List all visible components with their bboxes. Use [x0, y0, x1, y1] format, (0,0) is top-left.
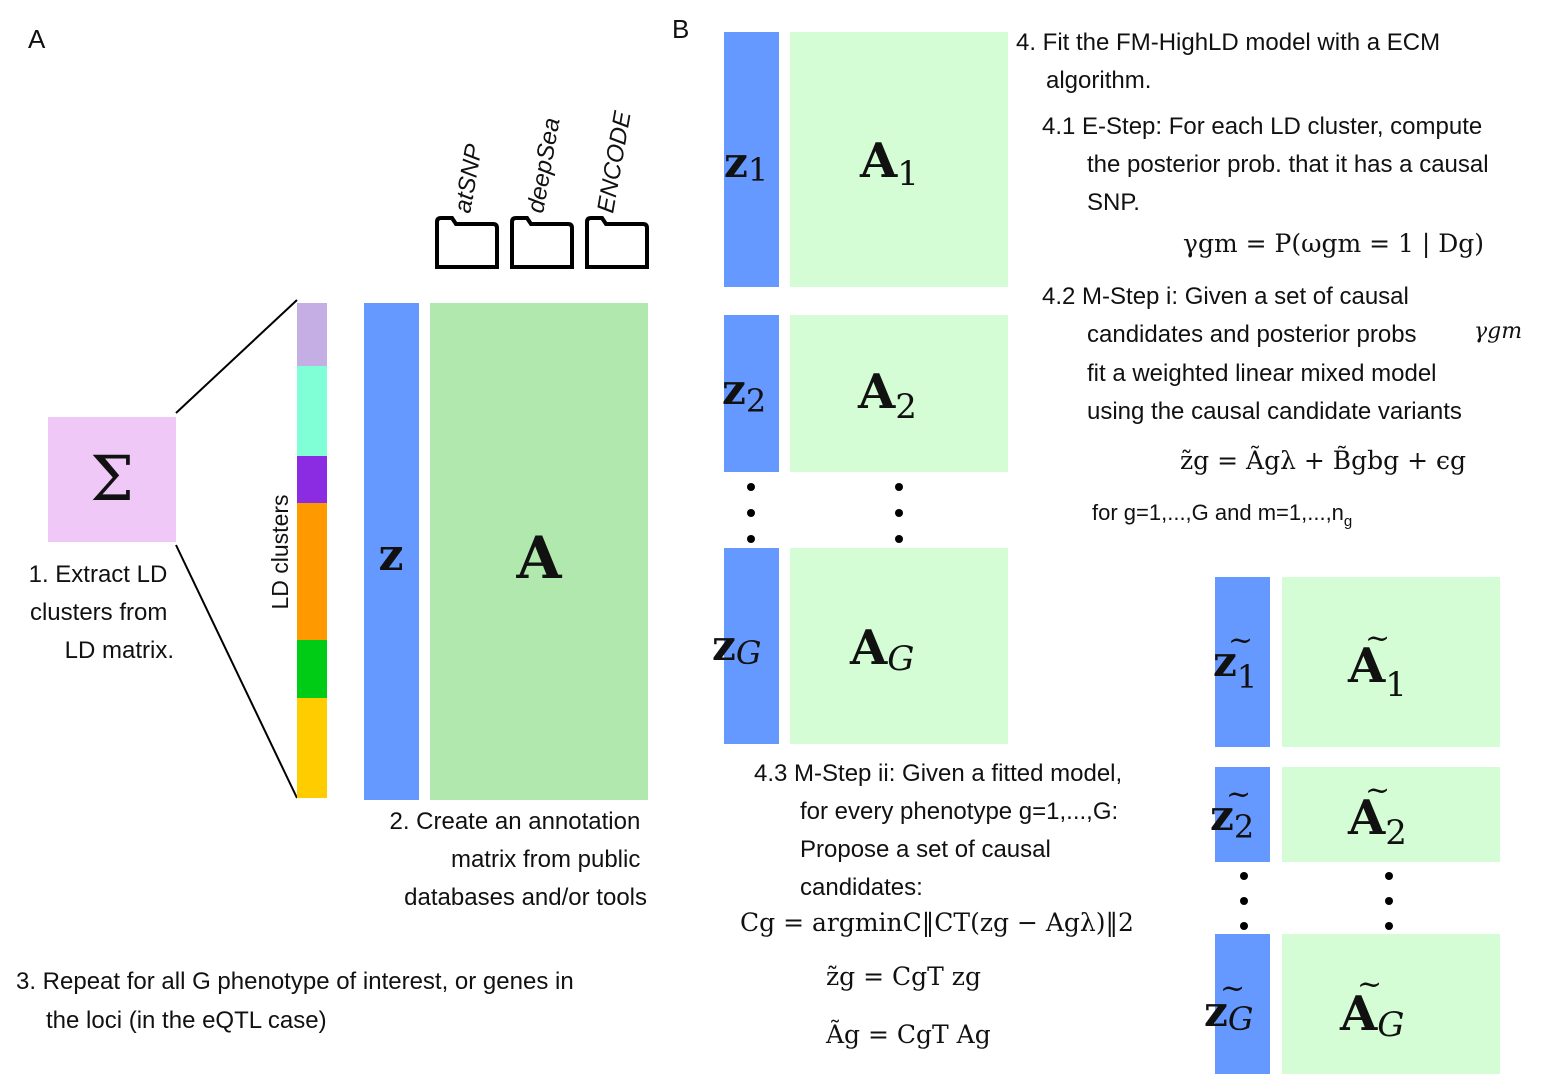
- annotation-matrix: [430, 303, 648, 800]
- ztg-label: zG: [1204, 987, 1253, 1038]
- ld-matrix-box: [48, 417, 176, 542]
- step41-line-1: 4.1 E-Step: For each LD cluster, compute: [1042, 113, 1482, 140]
- zoom-line-bottom: [175, 544, 298, 799]
- panel-a-label: A: [28, 24, 46, 54]
- ld-clusters-label: LD clusters: [267, 494, 293, 609]
- step4-line-1: 4. Fit the FM-HighLD model with a ECM: [1016, 29, 1440, 56]
- step43-text: 4.3 M-Step ii: Given a fitted model, for…: [754, 760, 1129, 901]
- ld-cluster-1: [297, 303, 327, 366]
- step43-line-4: candidates:: [800, 874, 923, 901]
- atg-block: [1282, 934, 1500, 1074]
- step3-line-2: the loci (in the eQTL case): [46, 1007, 327, 1034]
- a2-block: [790, 315, 1008, 472]
- step2-line-2: matrix from public: [451, 846, 640, 873]
- at1-tilde: ~: [1365, 621, 1390, 656]
- z-vector: [364, 303, 419, 800]
- step1-line-3: LD matrix.: [65, 637, 174, 664]
- z1-block: [724, 32, 779, 287]
- zg-label: zG: [712, 621, 761, 672]
- step41-line-3: SNP.: [1087, 189, 1140, 216]
- folder-icon: [435, 216, 499, 269]
- step3-line-1: 3. Repeat for all G phenotype of interes…: [16, 968, 574, 995]
- step2-text: 2. Create an annotation matrix from publ…: [389, 808, 647, 911]
- equation-a-tilde: Ãg = CgT Ag: [825, 1020, 991, 1049]
- equation-lmm: z̃g = Ãgλ + B̃gbg + ϵg: [1180, 446, 1466, 475]
- step4-text: 4. Fit the FM-HighLD model with a ECM al…: [1016, 29, 1447, 94]
- step1-text: 1. Extract LD clusters from LD matrix.: [29, 561, 174, 664]
- z2-block: [724, 315, 779, 472]
- z-vector-label: z: [379, 530, 404, 581]
- equation-c: Cg = argminC‖CT(zg − Agλ)‖2: [740, 908, 1134, 938]
- folder-icon: [585, 216, 649, 269]
- source-atsnp: atSNP: [435, 142, 499, 269]
- step41-line-2: the posterior prob. that it has a causal: [1087, 151, 1489, 178]
- step2-line-3: databases and/or tools: [404, 884, 647, 911]
- at1-block: [1282, 577, 1500, 747]
- folder-icon: [510, 216, 574, 269]
- ztg-tilde: ~: [1220, 971, 1245, 1006]
- source-deepsea: deepSea: [510, 116, 574, 269]
- at2-label: A2: [1347, 790, 1407, 853]
- ld-cluster-2: [297, 366, 327, 456]
- ag-block: [790, 548, 1008, 744]
- ag-label: AG: [849, 620, 914, 679]
- ld-cluster-6: [297, 698, 327, 798]
- step4-line-2: algorithm.: [1046, 67, 1151, 94]
- ellipsis-dots-left: [747, 483, 903, 543]
- zt1-block: [1215, 577, 1270, 747]
- source-encode-label: ENCODE: [592, 108, 637, 215]
- ellipsis-dots-right: [1240, 872, 1393, 930]
- ztg-block: [1215, 934, 1270, 1074]
- step42-line-2: candidates and posterior probs: [1087, 321, 1417, 348]
- ld-cluster-bar: [297, 303, 327, 798]
- at2-tilde: ~: [1365, 773, 1390, 808]
- z2-label: z2: [722, 365, 766, 420]
- zt2-tilde: ~: [1226, 777, 1251, 812]
- sigma-symbol: Σ: [90, 442, 134, 515]
- zoom-line-top: [175, 299, 298, 414]
- step43-line-2: for every phenotype g=1,...,G:: [800, 798, 1118, 825]
- equation-z-tilde: z̃g = CgT zg: [826, 962, 981, 991]
- step42-line-1: 4.2 M-Step i: Given a set of causal: [1042, 283, 1409, 310]
- step42-line-3: fit a weighted linear mixed model: [1087, 360, 1437, 387]
- step2-line-1: 2. Create an annotation: [389, 808, 640, 835]
- ld-cluster-5: [297, 640, 327, 698]
- zt2-block: [1215, 767, 1270, 862]
- atg-tilde: ~: [1357, 967, 1382, 1002]
- at1-label: A1: [1347, 638, 1407, 705]
- equation-gamma: γgm = P(ωgm = 1 | Dg): [1183, 229, 1484, 259]
- step1-line-2: clusters from: [30, 599, 167, 626]
- step42-text: 4.2 M-Step i: Given a set of causal cand…: [1042, 283, 1462, 425]
- ld-cluster-3: [297, 456, 327, 503]
- zt2-label: z2: [1210, 791, 1254, 846]
- step43-line-1: 4.3 M-Step ii: Given a fitted model,: [754, 760, 1122, 787]
- source-atsnp-label: atSNP: [449, 142, 488, 215]
- for-line: for g=1,...,G and m=1,...,ng: [1092, 500, 1352, 530]
- gamma-inline: γgm: [1474, 319, 1522, 344]
- a1-label: A1: [859, 133, 919, 194]
- zt1-tilde: ~: [1228, 623, 1253, 658]
- atg-label: AG: [1339, 986, 1404, 1045]
- zg-block: [724, 548, 779, 744]
- ld-cluster-4: [297, 503, 327, 640]
- step41-text: 4.1 E-Step: For each LD cluster, compute…: [1042, 113, 1495, 216]
- step43-line-3: Propose a set of causal: [800, 836, 1051, 863]
- source-encode: ENCODE: [585, 108, 649, 269]
- annotation-matrix-label: A: [515, 524, 562, 592]
- z1-label: z1: [724, 138, 768, 189]
- a1-block: [790, 32, 1008, 287]
- source-deepsea-label: deepSea: [522, 116, 565, 215]
- step42-line-4: using the causal candidate variants: [1087, 398, 1462, 425]
- panel-b-label: B: [672, 14, 689, 44]
- a2-label: A2: [857, 364, 917, 427]
- at2-block: [1282, 767, 1500, 862]
- zt1-label: z1: [1213, 637, 1257, 696]
- step3-text: 3. Repeat for all G phenotype of interes…: [16, 968, 580, 1034]
- step1-line-1: 1. Extract LD: [29, 561, 168, 588]
